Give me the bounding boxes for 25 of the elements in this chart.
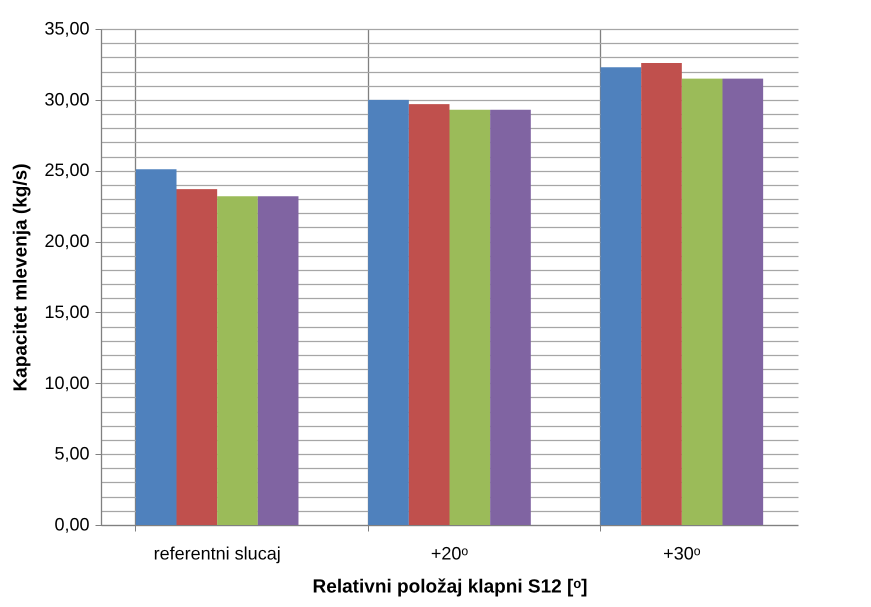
bar	[136, 169, 177, 525]
y-tick-label: 25,00	[44, 160, 90, 180]
y-tick-label: 15,00	[44, 302, 90, 322]
x-tick-label: referentni slucaj	[154, 544, 281, 564]
bar	[641, 63, 682, 525]
y-tick-label: 30,00	[44, 89, 90, 110]
bar	[368, 100, 409, 525]
y-tick-label: 10,00	[44, 372, 90, 393]
y-tick-label: 35,00	[44, 18, 90, 38]
x-tick-label: +30ᵒ	[663, 544, 701, 564]
bar	[600, 67, 642, 525]
bar	[258, 196, 298, 525]
x-tick-label: +20ᵒ	[430, 544, 468, 564]
bar	[408, 104, 450, 525]
y-tick-label: 0,00	[54, 514, 90, 534]
bar	[217, 196, 258, 525]
bar	[490, 110, 531, 525]
x-axis-title: Relativni položaj klapni S12 [ᵒ]	[312, 576, 588, 598]
y-tick-label: 20,00	[44, 231, 90, 252]
bar	[176, 189, 218, 525]
y-axis-title: Kapacitet mlevenja (kg/s)	[10, 163, 32, 392]
bar	[722, 78, 764, 525]
bar	[682, 78, 722, 525]
y-tick-label: 5,00	[54, 444, 90, 464]
bar	[450, 110, 490, 525]
